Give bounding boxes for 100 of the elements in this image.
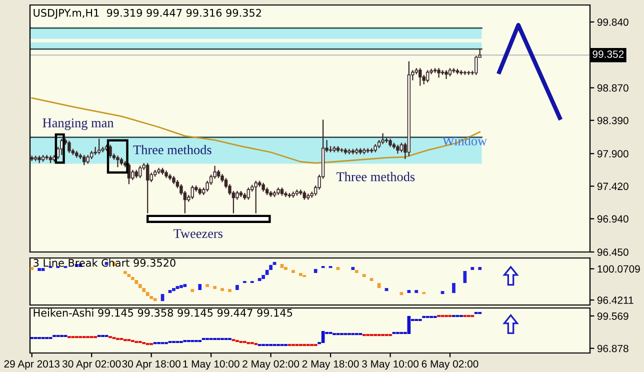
x-tick-label: 30 Apr 02:00 — [62, 360, 121, 370]
bar — [478, 266, 482, 270]
candlestick — [116, 155, 120, 168]
x-tick-label: 29 Apr 2013 — [4, 360, 60, 370]
y-tick-label: 99.840 — [597, 18, 628, 26]
y-tick-label: 98.870 — [597, 84, 628, 92]
y-tick-label: 98.390 — [597, 116, 628, 124]
bar — [127, 274, 131, 278]
y-tick-label: 96.4211 — [597, 296, 634, 304]
bar — [213, 338, 216, 340]
annotation: Hanging man — [42, 118, 114, 130]
bar — [258, 344, 262, 346]
candlestick — [190, 184, 194, 200]
bar — [362, 274, 366, 278]
bar — [134, 340, 138, 344]
bar — [388, 334, 392, 336]
bar — [176, 286, 180, 289]
bar — [470, 266, 474, 270]
bar — [150, 296, 154, 300]
bar — [206, 338, 210, 340]
bar — [30, 336, 34, 340]
candlestick — [426, 70, 430, 83]
bar — [168, 290, 172, 294]
candlestick — [452, 68, 456, 74]
bar — [362, 334, 366, 336]
x-tick-label: 2 May 02:00 — [242, 360, 300, 370]
bar — [284, 344, 288, 346]
bar — [213, 286, 216, 289]
bar — [414, 290, 418, 294]
bar — [474, 312, 478, 314]
bar — [236, 284, 239, 290]
bar — [314, 344, 318, 346]
bar — [228, 338, 232, 340]
bar — [452, 314, 456, 318]
x-tick-label: 3 May 10:00 — [362, 360, 419, 370]
bar — [302, 344, 306, 346]
chart-title: Heiken-Ashi 99.145 99.358 99.145 99.447 99.145 — [34, 308, 292, 317]
bar — [104, 262, 108, 265]
bar — [269, 344, 272, 346]
x-tick-label: 1 May 10:00 — [183, 360, 240, 370]
bar — [298, 272, 302, 276]
bar — [284, 266, 288, 270]
bar — [470, 314, 474, 318]
ref-line-label: 99.352 — [592, 50, 624, 58]
x-tick-label: 2 May 18:00 — [302, 360, 359, 370]
bar — [262, 274, 266, 279]
bar — [269, 264, 272, 270]
candlestick — [381, 132, 384, 145]
y-tick-label: 97.900 — [597, 150, 628, 158]
candlestick — [68, 140, 71, 154]
bar — [138, 340, 142, 344]
bar — [298, 344, 302, 346]
bar — [242, 340, 246, 344]
bar — [262, 344, 266, 346]
candlestick — [246, 186, 250, 200]
bar — [381, 334, 384, 336]
bar — [258, 278, 262, 282]
bar — [146, 292, 150, 296]
candlestick — [82, 154, 86, 166]
annotation: Three methods — [133, 144, 212, 154]
bar — [310, 344, 314, 346]
bar — [478, 312, 482, 314]
bar — [206, 284, 210, 288]
bar — [38, 268, 42, 272]
candlestick — [138, 165, 142, 179]
candlestick — [108, 144, 112, 158]
chart-title: USDJPY.m,H1 99.319 99.447 99.316 99.352 — [34, 8, 261, 19]
bar — [272, 262, 276, 265]
y-tick-label: 97.420 — [597, 182, 628, 190]
bar — [45, 336, 48, 340]
bar — [228, 288, 232, 292]
annotation: Tweezers — [174, 229, 222, 238]
bar — [437, 314, 440, 318]
bar — [374, 334, 378, 336]
bar — [292, 344, 295, 346]
bar — [354, 270, 358, 273]
bar — [202, 338, 206, 340]
y-tick-label: 96.940 — [597, 215, 628, 223]
bar — [134, 280, 138, 284]
bar — [124, 271, 127, 274]
bar — [366, 334, 370, 336]
bar — [400, 292, 404, 296]
y-tick-label: 99.569 — [597, 312, 628, 320]
candlestick — [418, 68, 422, 86]
y-tick-label: 100.0709 — [598, 265, 640, 273]
bar — [292, 270, 295, 273]
bar — [34, 336, 38, 340]
bar — [444, 314, 448, 318]
bar — [180, 285, 183, 288]
bar — [38, 336, 42, 340]
bar — [370, 278, 374, 282]
bar — [440, 291, 444, 294]
bar — [370, 334, 374, 336]
bar — [336, 266, 340, 270]
candlestick — [400, 142, 404, 153]
bar — [351, 266, 355, 270]
bar — [220, 338, 224, 340]
bar — [460, 314, 463, 318]
bar — [220, 288, 224, 292]
bar — [180, 340, 183, 344]
